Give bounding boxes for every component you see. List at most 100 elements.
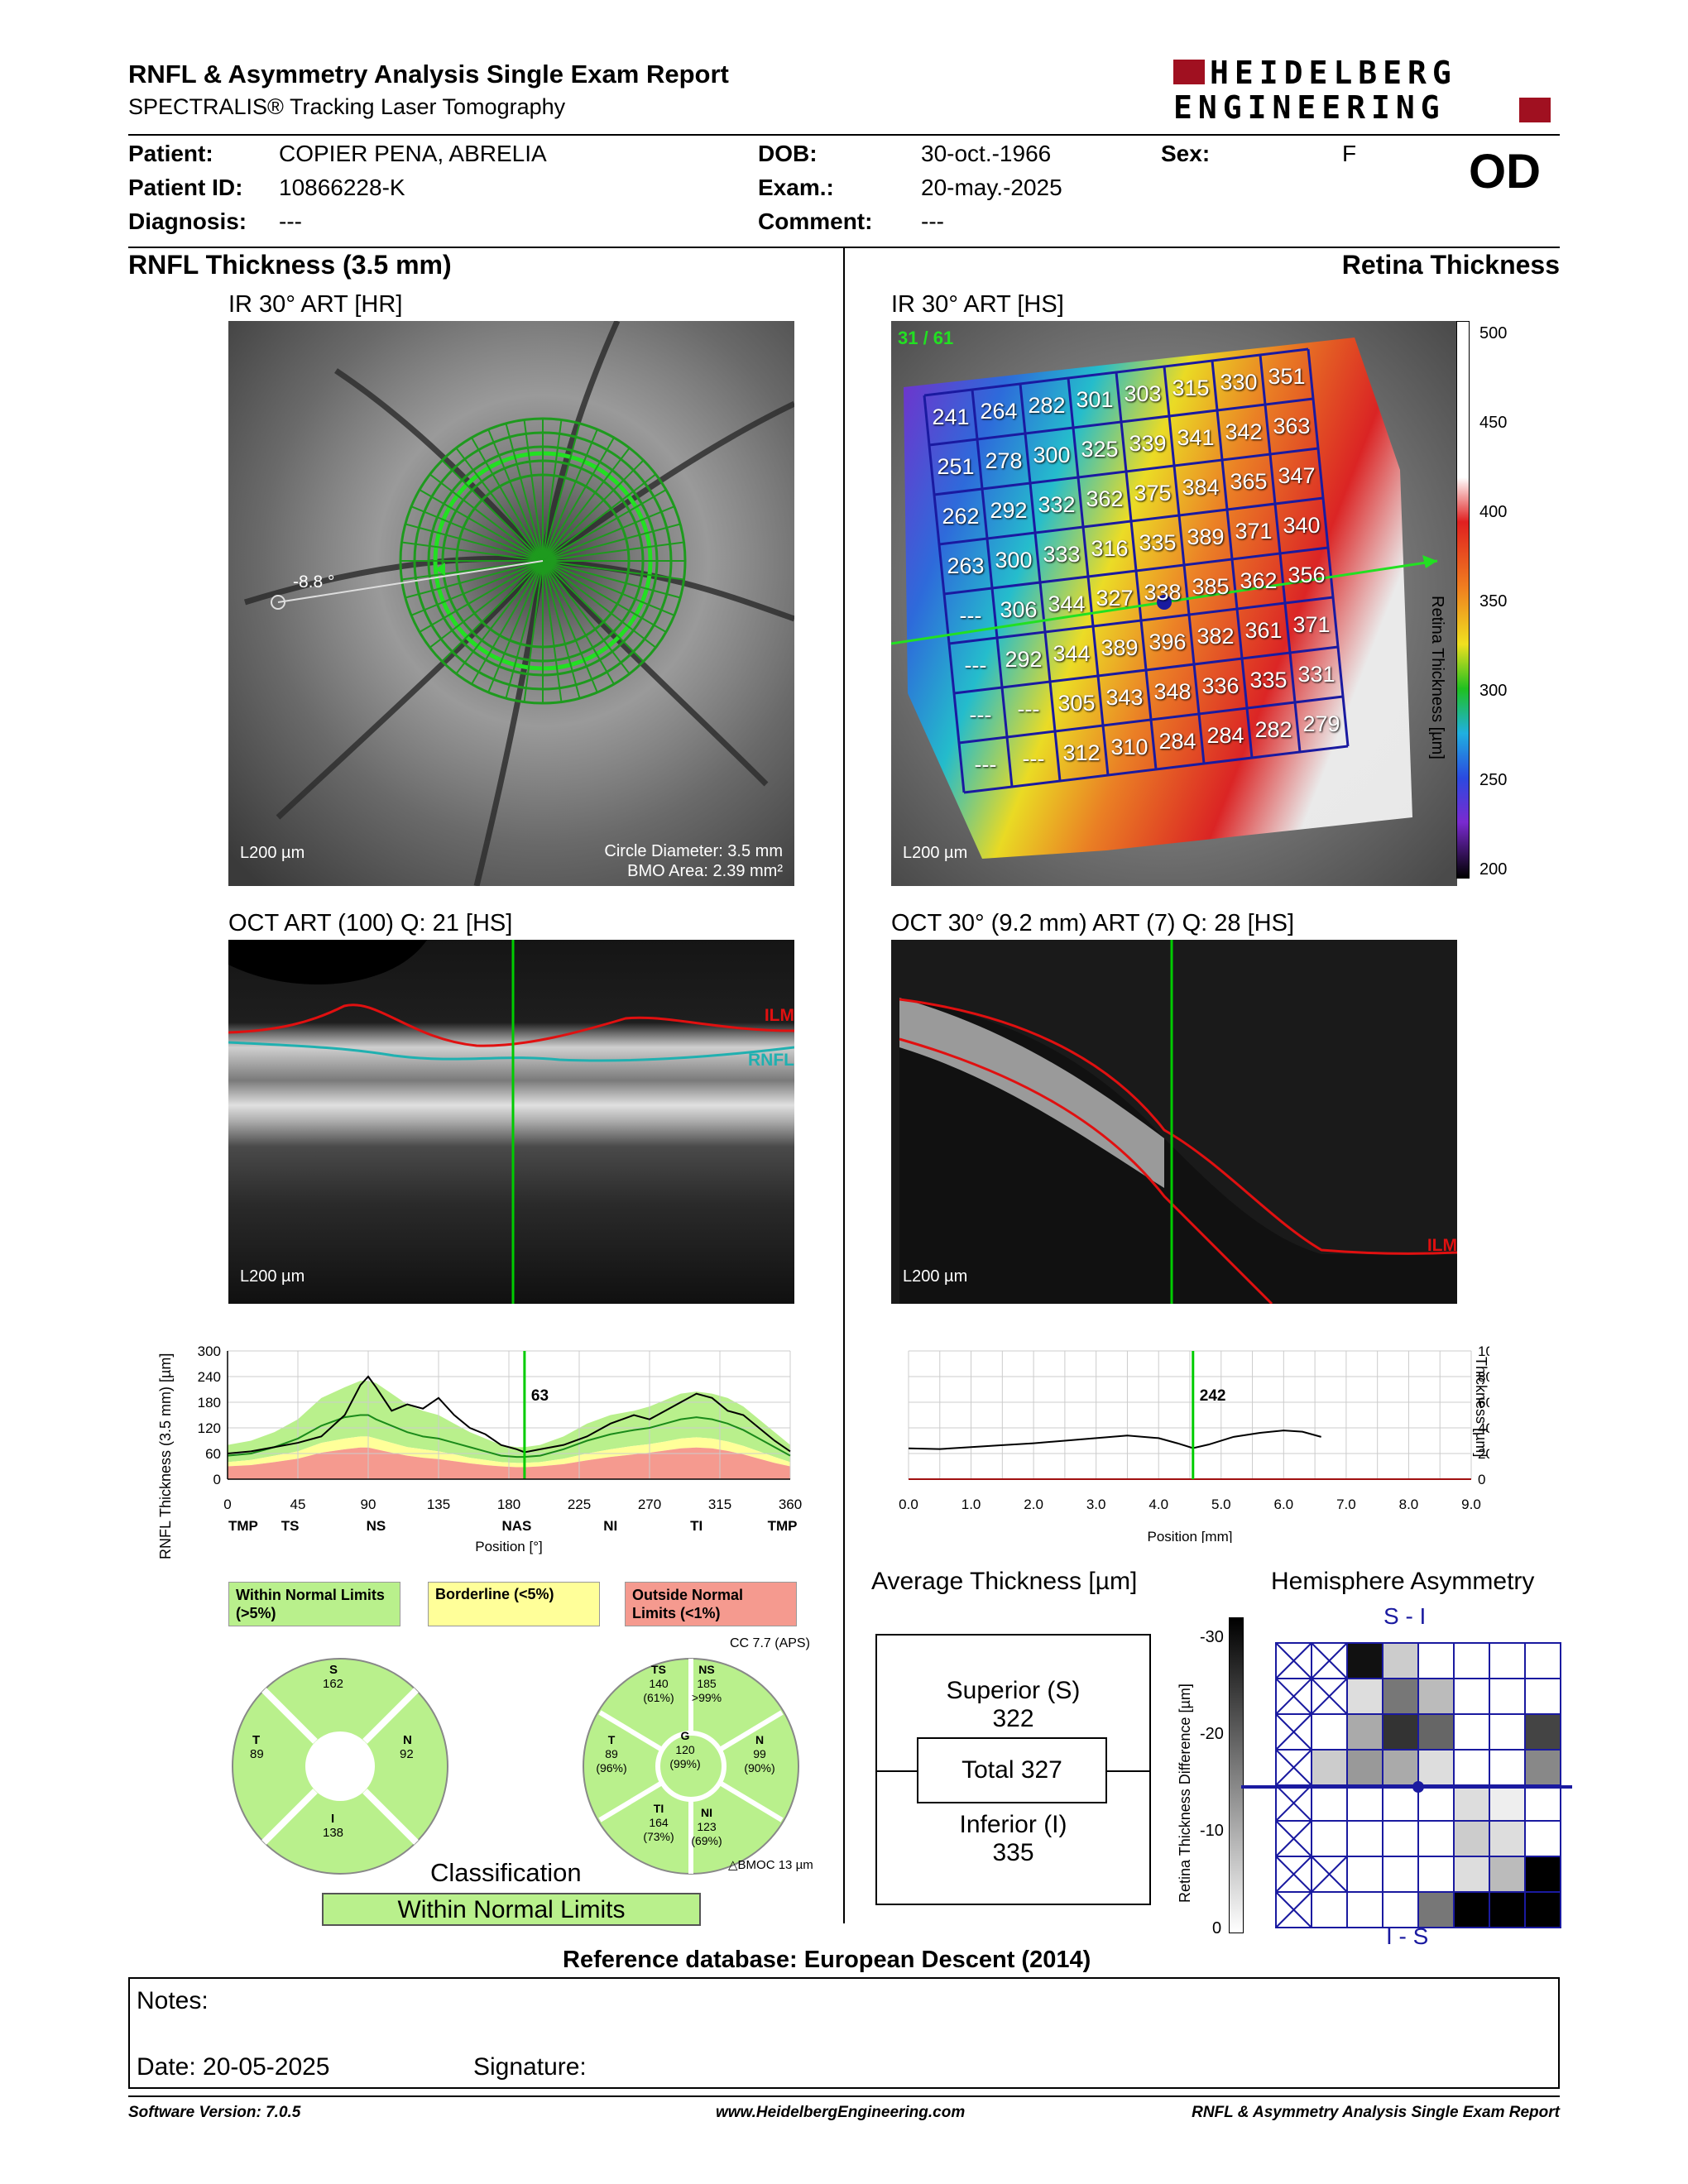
sector-tick: TS — [281, 1518, 300, 1534]
x-tick: 2.0 — [1024, 1497, 1043, 1512]
asymmetry-cell — [1453, 1820, 1490, 1857]
retina-grid-cell: 300 — [1033, 442, 1071, 467]
sector6-name: NI — [701, 1806, 712, 1819]
diagnosis-label: Diagnosis: — [128, 208, 247, 234]
asymmetry-top-label: S - I — [1383, 1603, 1427, 1629]
rnfl-label-left: RNFL — [748, 1051, 794, 1070]
x-tick: 3.0 — [1086, 1497, 1106, 1512]
y-tick: 0 — [213, 1472, 221, 1487]
retina-chart-ylabel: Thickness [µm] — [1473, 1357, 1489, 1458]
x-tick: 6.0 — [1274, 1497, 1294, 1512]
sector4-s-value: 162 — [323, 1677, 344, 1691]
asymmetry-cell — [1524, 1820, 1561, 1857]
asymmetry-cell — [1382, 1749, 1419, 1786]
asymmetry-cell — [1489, 1784, 1526, 1822]
onh-scan-overlay — [243, 321, 794, 886]
patient-id-label: Patient ID: — [128, 175, 243, 200]
retina-grid-cell: 282 — [1254, 716, 1292, 742]
sector6-value: 120 — [675, 1743, 695, 1756]
retina-grid-cell: 336 — [1201, 673, 1240, 698]
x-tick: 0.0 — [899, 1497, 918, 1512]
sector4-s-label: S — [329, 1663, 338, 1677]
asymmetry-cell — [1382, 1642, 1419, 1679]
retina-grid-cell: 396 — [1149, 629, 1187, 654]
sector6-value: 140 — [649, 1677, 669, 1690]
retina-grid-cell: 303 — [1124, 381, 1162, 406]
reference-database: Reference database: European Descent (20… — [563, 1947, 1091, 1973]
retina-grid-cell: 335 — [1139, 529, 1177, 555]
sector-pie-6 — [583, 1658, 799, 1875]
scale-bar-icon: L — [903, 844, 913, 862]
asymmetry-cell — [1417, 1856, 1455, 1893]
sector4-t-label: T — [252, 1733, 261, 1747]
sector6-value: 123 — [697, 1820, 717, 1833]
scale-bar-icon: L — [240, 1267, 250, 1286]
footer-url[interactable]: www.HeidelbergEngineering.com — [716, 2104, 966, 2121]
asymmetry-tick: 0 — [1212, 1919, 1222, 1937]
asymmetry-cell — [1417, 1678, 1455, 1715]
y-tick: 240 — [198, 1369, 221, 1385]
retina-grid-cell: 284 — [1158, 728, 1196, 754]
asymmetry-cell — [1453, 1642, 1490, 1679]
sector6-value: 164 — [649, 1816, 669, 1829]
sector6-ti: TI 164 (73%) — [635, 1802, 682, 1844]
ilm-label-left: ILM — [764, 1006, 794, 1025]
asymmetry-cell — [1311, 1713, 1348, 1751]
legend-within: Within Normal Limits (>5%) — [228, 1582, 400, 1626]
sector6-name: TI — [653, 1802, 664, 1815]
heidelberg-logo: HEIDELBERG ENGINEERING — [1173, 55, 1554, 131]
bmo-area: BMO Area: 2.39 mm² — [627, 862, 783, 880]
retina-grid-cell: --- — [969, 702, 992, 727]
oct-left-title: OCT ART (100) Q: 21 [HS] — [228, 910, 513, 936]
asymmetry-cell — [1489, 1642, 1526, 1679]
y-tick: 60 — [205, 1446, 221, 1462]
colorbar-label: Retina Thickness [µm] — [1428, 596, 1446, 759]
retina-grid-cell: 389 — [1187, 524, 1225, 549]
y-tick: 600 — [1478, 1395, 1489, 1410]
retina-grid-cell: 327 — [1096, 585, 1134, 611]
report-title: RNFL & Asymmetry Analysis Single Exam Re… — [128, 60, 729, 89]
y-tick: 800 — [1478, 1369, 1489, 1385]
retina-grid-cell: 306 — [1000, 596, 1038, 622]
asymmetry-scale-label: Retina Thickness Difference [µm] — [1177, 1684, 1193, 1903]
x-tick: 315 — [708, 1497, 731, 1512]
asymmetry-cell — [1346, 1749, 1383, 1786]
oct-scale-right: L200 µm — [903, 1267, 967, 1286]
asymmetry-cell — [1417, 1749, 1455, 1786]
retina-grid-cell: 301 — [1076, 386, 1114, 412]
asymmetry-scale-bar — [1229, 1617, 1244, 1933]
average-box: Superior (S) 322 Total 327 Inferior (I) … — [875, 1634, 1151, 1905]
retina-grid-cell: 365 — [1230, 468, 1268, 494]
sector6-n: N 99 (90%) — [736, 1733, 783, 1775]
retina-grid-cell: 341 — [1177, 424, 1215, 450]
footer-report: RNFL & Asymmetry Analysis Single Exam Re… — [1192, 2104, 1560, 2121]
asymmetry-cell — [1417, 1820, 1455, 1857]
colorbar-tick: 250 — [1479, 771, 1508, 789]
asymmetry-cell — [1417, 1784, 1455, 1822]
retina-grid-cell: --- — [1022, 745, 1045, 771]
scale-bar-icon: L — [903, 1267, 913, 1286]
sector6-name: G — [680, 1729, 690, 1742]
retina-grid-cell: 338 — [1144, 579, 1182, 605]
asymmetry-cell — [1489, 1678, 1526, 1715]
retina-grid-cell: 362 — [1240, 568, 1278, 593]
colorbar-tick: 400 — [1479, 503, 1508, 521]
retina-grid-cell: 241 — [932, 404, 970, 429]
comment-label: Comment: — [758, 208, 873, 234]
retina-grid-cell: 292 — [1005, 646, 1043, 672]
x-axis-label: Position [mm] — [1148, 1529, 1233, 1543]
x-tick: 225 — [568, 1497, 591, 1512]
asymmetry-cell — [1346, 1642, 1383, 1679]
retina-grid-cell: 312 — [1062, 740, 1101, 765]
notes-box[interactable]: Notes: Date: 20-05-2025 Signature: — [128, 1977, 1560, 2089]
sector6-percent: (99%) — [669, 1757, 701, 1770]
sector-pie-4 — [232, 1658, 448, 1875]
logo-red-block-top — [1173, 60, 1205, 84]
asymmetry-cell — [1311, 1820, 1348, 1857]
asymmetry-cell — [1524, 1642, 1561, 1679]
notes-label: Notes: — [137, 1987, 209, 2014]
retina-thickness-map — [891, 338, 1438, 859]
y-tick: 1000 — [1478, 1343, 1489, 1359]
asymmetry-cell — [1489, 1820, 1526, 1857]
info-divider — [128, 247, 1560, 248]
